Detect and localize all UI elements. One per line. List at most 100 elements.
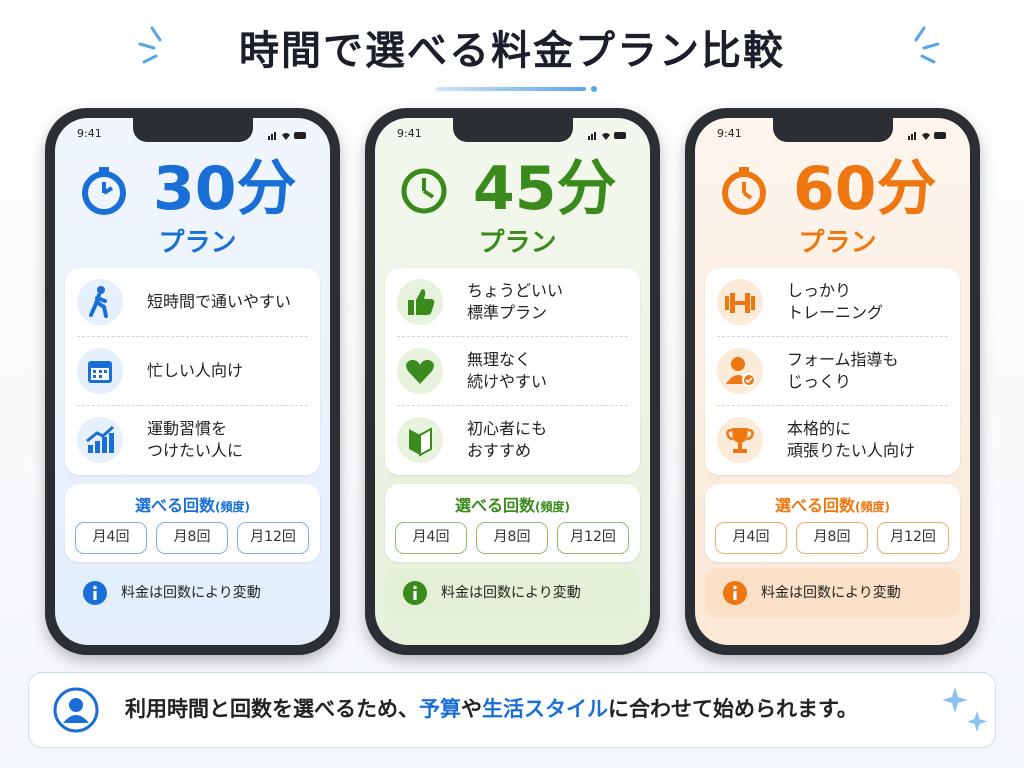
note-text: 料金は回数により変動 [441,585,581,601]
feature-card: しっかり トレーニング フォーム指導も じっくり 本格的に 頑張りたい人向け [705,268,960,475]
status-icons [908,132,946,140]
feature-icon-bg [397,279,443,325]
feature-icon [725,293,755,313]
separator [77,336,308,337]
feature-line: しっかり [787,280,852,300]
feature-icon [406,359,434,384]
title-deco-right [914,26,940,64]
frequency-title-text: 選べる回数 [135,496,216,515]
phone-screen: 9:41 30分 プラン 短時間で通いやすい 忙しい人向け 運動習慣を つけたい人に 選べる回… [55,118,330,645]
footer-highlight: 予算 [419,697,461,721]
frequency-title: 選べる回数(頻度) [385,492,640,516]
feature-icon-bg [717,417,763,463]
plan-icon [401,168,447,214]
feature-line: 短時間で通いやすい [147,291,292,311]
feature-icon-bg [77,417,123,463]
frequency-option: 月8回 [476,522,548,554]
info-icon [403,581,427,605]
frequency-note: (頻度) [215,500,250,514]
frequency-title-text: 選べる回数 [455,496,536,515]
footer-segment: や [461,697,482,721]
footer-highlight: 生活スタイル [482,697,608,721]
feature-text: 運動習慣を つけたい人に [147,406,243,473]
feature-line: 忙しい人向け [147,360,244,380]
note-text: 料金は回数により変動 [761,585,901,601]
feature-row: ちょうどいい 標準プラン [385,268,640,335]
feature-text: しっかり トレーニング [787,268,883,335]
feature-line: 標準プラン [467,302,548,322]
feature-icon [408,289,435,315]
plan-label: プラン [798,228,877,258]
note-text: 料金は回数により変動 [121,585,261,601]
feature-line: ちょうどいい [467,280,564,300]
plan-duration: 45分 [473,154,617,224]
feature-line: 運動習慣を [147,418,228,438]
frequency-option: 月4回 [715,522,787,554]
frequency-note: (頻度) [535,500,570,514]
feature-icon-bg [77,279,123,325]
frequency-title: 選べる回数(頻度) [705,492,960,516]
phone-screen: 9:41 45分 プラン ちょうどいい 標準プラン 無理なく 続けやすい 初心者にも おすすめ選… [375,118,650,645]
sparkles [942,687,987,732]
footer: 利用時間と回数を選べるため、予算や生活スタイルに合わせて始められます。 [28,672,996,748]
feature-line: 無理なく [467,349,532,369]
feature-icon-bg [77,348,123,394]
status-icons [588,132,626,140]
info-icon [723,581,747,605]
person-icon [53,687,99,733]
frequency-option: 月12回 [237,522,309,554]
status-time: 9:41 [717,127,742,140]
feature-icon [726,428,754,453]
status-time: 9:41 [77,127,102,140]
feature-text: 短時間で通いやすい [147,268,291,335]
plan-label: プラン [158,228,237,258]
feature-line: 初心者にも [467,418,548,438]
feature-text: 本格的に 頑張りたい人向け [787,406,915,473]
separator [717,405,948,406]
feature-row: 本格的に 頑張りたい人向け [705,406,960,473]
phone: 9:41 60分 プラン しっかり トレーニング フォーム指導も じっくり 本格的に 頑張りたい… [685,108,980,655]
feature-icon-bg [717,348,763,394]
feature-line: 頑張りたい人向け [787,440,916,460]
feature-text: 無理なく 続けやすい [467,337,547,404]
feature-icon [726,357,756,387]
frequency-option: 月8回 [156,522,228,554]
footer-text: 利用時間と回数を選べるため、予算や生活スタイルに合わせて始められます。 [125,673,858,746]
footer-segment: 利用時間と回数を選べるため、 [125,697,419,721]
feature-row: フォーム指導も じっくり [705,337,960,404]
frequency-note: (頻度) [855,500,890,514]
plan-icon [82,167,126,215]
frequency-card: 選べる回数(頻度) 月4回 月8回 月12回 [65,484,320,562]
feature-line: おすすめ [467,440,532,460]
notch [773,118,893,142]
feature-line: つけたい人に [147,440,244,460]
frequency-option: 月8回 [796,522,868,554]
feature-line: フォーム指導も [787,349,899,369]
phone: 9:41 45分 プラン ちょうどいい 標準プラン 無理なく 続けやすい 初心者にも おすすめ選… [365,108,660,655]
frequency-title: 選べる回数(頻度) [65,492,320,516]
feature-line: じっくり [787,371,852,391]
frequency-option: 月4回 [75,522,147,554]
status-time: 9:41 [397,127,422,140]
note-box: 料金は回数により変動 [705,568,960,618]
feature-icon [89,286,108,318]
feature-icon [86,425,115,453]
feature-text: 初心者にも おすすめ [467,406,547,473]
frequency-title-text: 選べる回数 [775,496,856,515]
separator [77,405,308,406]
feature-line: 続けやすい [467,371,548,391]
feature-line: 本格的に [787,418,852,438]
page-title: 時間で選べる料金プラン比較 [239,28,785,74]
feature-icon [88,361,112,383]
frequency-card: 選べる回数(頻度) 月4回 月8回 月12回 [385,484,640,562]
info-icon [83,581,107,605]
feature-icon-bg [717,279,763,325]
frequency-option: 月4回 [395,522,467,554]
footer-segment: に合わせて始められます。 [608,697,858,721]
frequency-card: 選べる回数(頻度) 月4回 月8回 月12回 [705,484,960,562]
plan-icon [722,167,766,215]
feature-row: 運動習慣を つけたい人に [65,406,320,473]
note-box: 料金は回数により変動 [65,568,320,618]
notch [453,118,573,142]
feature-text: 忙しい人向け [147,337,243,404]
